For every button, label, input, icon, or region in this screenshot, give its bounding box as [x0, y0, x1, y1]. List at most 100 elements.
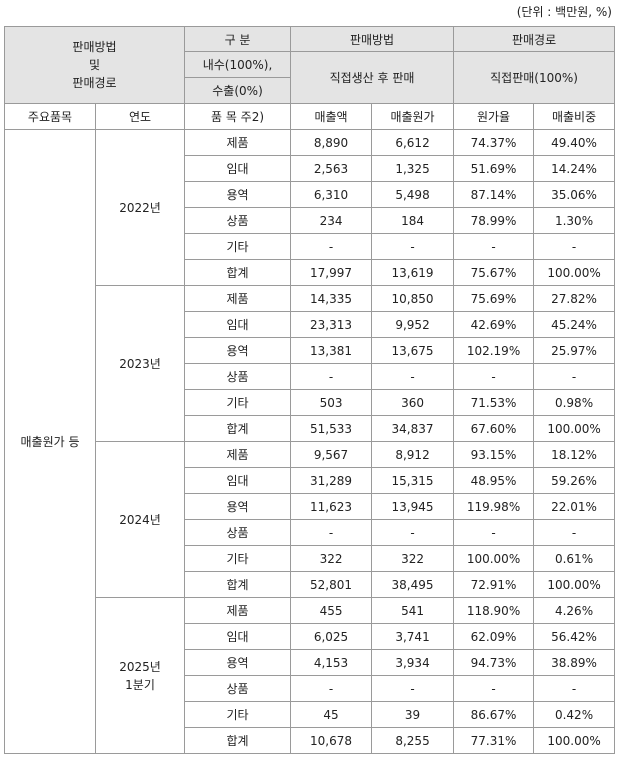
sales-share-cell: 49.40%	[533, 129, 616, 156]
sales-cell: -	[290, 675, 373, 702]
sales-share-cell: 22.01%	[533, 493, 616, 520]
table-row: 2025년 1분기 제품 455 541 118.90% 4.26%	[5, 597, 616, 754]
item-cell: 임대	[184, 623, 292, 650]
table-row: 매출원가 등 2022년 제품 8,890 6,612 74.37% 49.40%	[4, 129, 616, 754]
item-cell: 상품	[184, 519, 292, 546]
sales-cell: 45	[290, 701, 373, 728]
year-cell: 2025년 1분기	[94, 597, 186, 754]
item-cell: 용역	[184, 181, 292, 208]
table-row: 상품 234 184 78.99% 1.30%	[5, 207, 616, 234]
header-corner: 판매방법 및 판매경로	[3, 26, 186, 104]
sales-share-cell: 25.97%	[533, 337, 616, 364]
sales-share-cell: -	[533, 233, 616, 260]
table-row: 합계 17,997 13,619 75.67% 100.00%	[5, 259, 616, 286]
sales-share-cell: 59.26%	[533, 467, 616, 494]
item-cell: 기타	[184, 389, 292, 416]
sales-cell: 2,563	[290, 155, 373, 182]
cost-ratio-cell: 119.98%	[453, 493, 535, 520]
sales-share-cell: 100.00%	[533, 415, 616, 442]
sales-cell: 23,313	[290, 311, 373, 338]
cost-ratio-cell: -	[453, 233, 535, 260]
cost-ratio-cell: 77.31%	[453, 727, 535, 754]
item-cell: 임대	[184, 467, 292, 494]
item-cell: 상품	[184, 363, 292, 390]
table-row: 임대 23,313 9,952 42.69% 45.24%	[5, 311, 616, 338]
item-cell: 제품	[184, 285, 292, 312]
cost-ratio-cell: 86.67%	[453, 701, 535, 728]
table-row: 2023년 제품 14,335 10,850 75.69% 27.82%	[5, 285, 616, 442]
year-line-1: 2024년	[119, 512, 161, 527]
item-cell: 상품	[184, 675, 292, 702]
cost-cell: 34,837	[371, 415, 455, 442]
sales-share-cell: -	[533, 675, 616, 702]
cost-cell: 3,741	[371, 623, 455, 650]
cost-cell: 9,952	[371, 311, 455, 338]
cost-cell: 184	[371, 207, 455, 234]
cost-ratio-cell: 87.14%	[453, 181, 535, 208]
sales-share-cell: 38.89%	[533, 649, 616, 676]
item-cell: 임대	[184, 311, 292, 338]
item-cell: 용역	[184, 649, 292, 676]
cost-cell: 1,325	[371, 155, 455, 182]
sales-share-cell: 35.06%	[533, 181, 616, 208]
item-cell: 합계	[184, 571, 292, 598]
cost-ratio-cell: -	[453, 519, 535, 546]
col-year: 연도	[94, 103, 186, 130]
header-channel-label: 판매경로	[453, 26, 616, 52]
cost-cell: 322	[371, 545, 455, 572]
sales-cell: 503	[290, 389, 373, 416]
cost-ratio-cell: 75.69%	[453, 285, 535, 312]
table-row: 2024년 제품 9,567 8,912 93.15% 18.12%	[5, 441, 616, 598]
col-sales-share: 매출비중	[533, 103, 616, 130]
year-cell: 2022년	[94, 129, 186, 286]
sales-cell: 4,153	[290, 649, 373, 676]
sales-cost-table: 판매방법 및 판매경로 구 분 판매방법 판매경로 내수(100%), 직접생산…	[3, 26, 616, 754]
sales-share-cell: 0.42%	[533, 701, 616, 728]
sales-cell: 10,678	[290, 727, 373, 754]
cost-cell: 15,315	[371, 467, 455, 494]
cost-ratio-cell: 71.53%	[453, 389, 535, 416]
sales-share-cell: -	[533, 519, 616, 546]
item-cell: 제품	[184, 129, 292, 156]
cost-cell: -	[371, 675, 455, 702]
item-cell: 기타	[184, 233, 292, 260]
item-cell: 용역	[184, 493, 292, 520]
table-row: 상품 - - - -	[5, 675, 616, 702]
sales-cell: 14,335	[290, 285, 373, 312]
sales-share-cell: 18.12%	[533, 441, 616, 468]
cost-ratio-cell: 78.99%	[453, 207, 535, 234]
item-cell: 합계	[184, 259, 292, 286]
year-cell: 2024년	[94, 441, 186, 598]
table-row: 용역 6,310 5,498 87.14% 35.06%	[5, 181, 616, 208]
corner-line-1: 판매방법	[72, 40, 117, 54]
sales-cell: 13,381	[290, 337, 373, 364]
sales-share-cell: 0.61%	[533, 545, 616, 572]
cost-ratio-cell: 93.15%	[453, 441, 535, 468]
item-cell: 기타	[184, 545, 292, 572]
sales-cell: 9,567	[290, 441, 373, 468]
sales-cell: 234	[290, 207, 373, 234]
header-domestic: 내수(100%),	[184, 51, 292, 78]
item-cell: 기타	[184, 701, 292, 728]
table-row: 임대 2,563 1,325 51.69% 14.24%	[5, 155, 616, 182]
table-row: 용역 11,623 13,945 119.98% 22.01%	[5, 493, 616, 520]
sales-cell: 455	[290, 597, 373, 624]
sales-cell: 51,533	[290, 415, 373, 442]
cost-cell: 13,945	[371, 493, 455, 520]
cost-ratio-cell: 94.73%	[453, 649, 535, 676]
sales-cell: 6,310	[290, 181, 373, 208]
item-cell: 제품	[184, 441, 292, 468]
table-row: 기타 45 39 86.67% 0.42%	[5, 701, 616, 728]
cost-cell: 8,912	[371, 441, 455, 468]
cost-ratio-cell: -	[453, 363, 535, 390]
year-line-2: 1분기	[125, 677, 155, 692]
sales-share-cell: 1.30%	[533, 207, 616, 234]
cost-cell: -	[371, 233, 455, 260]
header-gubun: 구 분	[184, 26, 292, 52]
item-cell: 제품	[184, 597, 292, 624]
table-row: 상품 - - - -	[5, 363, 616, 390]
sales-cell: -	[290, 519, 373, 546]
main-item-cell: 매출원가 등	[4, 129, 96, 754]
header-method-value: 직접생산 후 판매	[290, 51, 455, 104]
item-cell: 합계	[184, 727, 292, 754]
